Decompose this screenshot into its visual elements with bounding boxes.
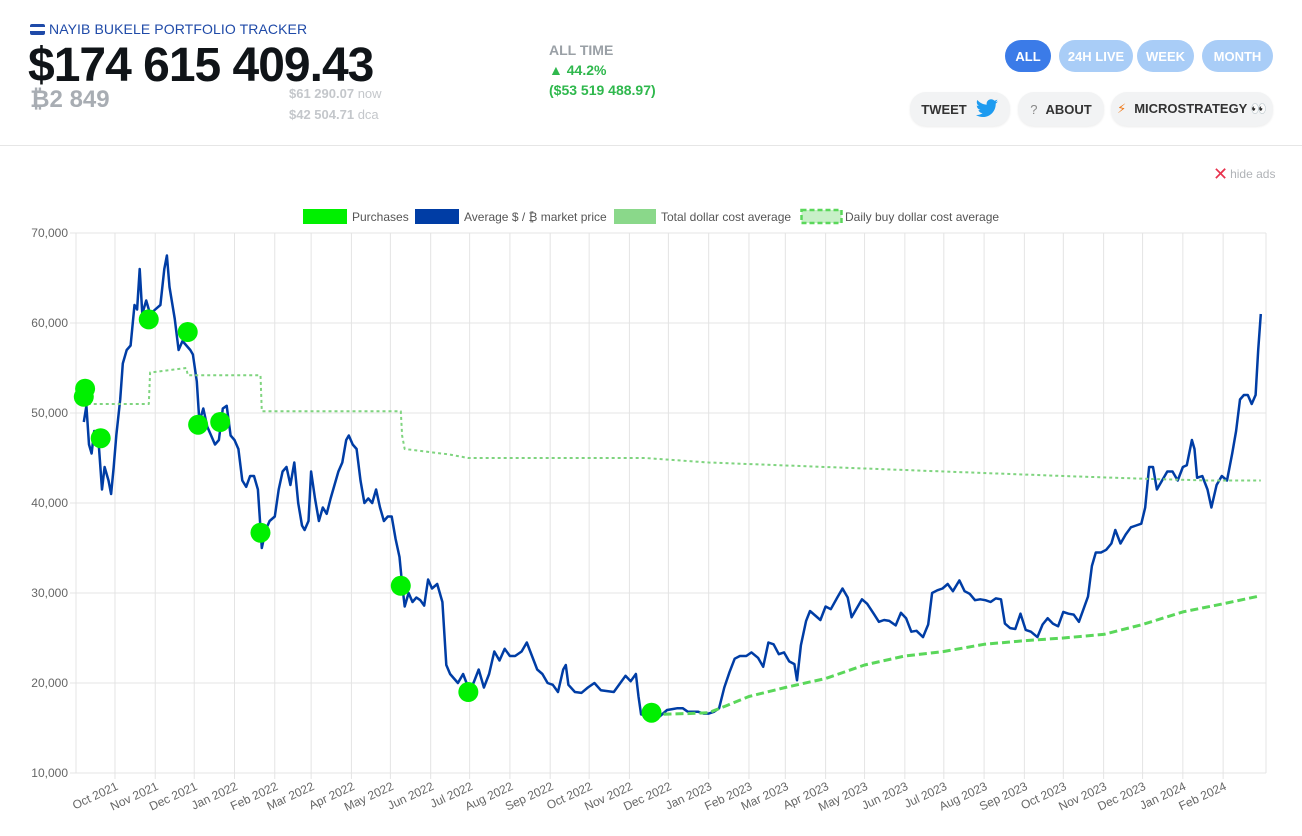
legend-label: Purchases <box>352 210 409 224</box>
purchase-point <box>90 428 111 449</box>
y-tick-label: 20,000 <box>31 676 68 690</box>
tab-week[interactable]: WEEK <box>1137 40 1194 72</box>
legend-swatch <box>415 209 459 224</box>
purchase-point <box>188 414 209 435</box>
hide-ads-label: hide ads <box>1230 167 1276 181</box>
tweet-button[interactable]: TWEET <box>910 92 1010 126</box>
y-tick-label: 50,000 <box>31 406 68 420</box>
lightning-icon: ⚡ <box>1117 101 1127 116</box>
close-icon: ✕ <box>1213 164 1229 184</box>
purchase-point <box>210 412 231 432</box>
y-tick-label: 40,000 <box>31 496 68 510</box>
legend-label: Daily buy dollar cost average <box>845 210 999 224</box>
y-tick-label: 30,000 <box>31 586 68 600</box>
legend-swatch <box>614 209 656 224</box>
hide-ads-link[interactable]: ✕ hide ads <box>1213 164 1276 184</box>
purchase-point <box>250 522 271 543</box>
twitter-bird-icon <box>975 99 998 117</box>
btc-holdings: ₿2 849 <box>30 86 110 113</box>
purchase-point <box>138 309 159 330</box>
y-tick-label: 10,000 <box>31 766 68 780</box>
about-label: ABOUT <box>1045 101 1092 117</box>
legend-label: Total dollar cost average <box>661 210 791 224</box>
price-now: $61 290.07 now <box>289 86 382 101</box>
series-line-total-dollar-cost-average <box>83 367 1261 482</box>
price-dca-value: $42 504.71 <box>289 107 355 122</box>
legend-label: Average $ / ₿ market price <box>464 210 607 224</box>
header: NAYIB BUKELE PORTFOLIO TRACKER $174 615 … <box>0 0 1302 146</box>
site-title: NAYIB BUKELE PORTFOLIO TRACKER <box>49 21 308 37</box>
legend-swatch <box>303 209 347 224</box>
purchase-point <box>390 575 411 596</box>
purchase-point <box>75 378 96 399</box>
x-tick-label: Jun 2022 <box>385 779 436 813</box>
price-dca: $42 504.71 dca <box>289 107 379 122</box>
purchase-point <box>641 702 662 723</box>
legend-swatch <box>800 208 843 225</box>
price-now-label: now <box>357 86 382 101</box>
tab-month[interactable]: MONTH <box>1202 40 1273 72</box>
question-icon: ? <box>1030 101 1038 117</box>
microstrategy-label: MICROSTRATEGY 👀 <box>1134 101 1267 116</box>
price-now-value: $61 290.07 <box>289 86 355 101</box>
tab-all[interactable]: ALL <box>1005 40 1051 72</box>
series-line-average-market-price <box>82 254 1263 721</box>
y-tick-label: 70,000 <box>31 226 68 240</box>
y-tick-label: 60,000 <box>31 316 68 330</box>
purchase-point <box>177 322 198 342</box>
tweet-label: TWEET <box>921 101 967 117</box>
price-dca-label: dca <box>357 107 379 122</box>
portfolio-chart: 10,000 20,000 30,000 40,000 50,000 60,000 70,0… <box>31 208 1267 814</box>
microstrategy-button[interactable]: ⚡ MICROSTRATEGY 👀 <box>1111 92 1273 126</box>
alltime-summary: ALL TIME ▲ 44.2% ($53 519 488.97) <box>549 42 656 98</box>
purchase-point <box>458 682 479 702</box>
alltime-percent: ▲ 44.2% <box>549 62 607 78</box>
alltime-absolute: ($53 519 488.97) <box>549 82 656 98</box>
tab-24h-live[interactable]: 24H LIVE <box>1059 40 1133 72</box>
el-salvador-flag-icon <box>30 23 45 35</box>
portfolio-value: $174 615 409.43 <box>28 39 374 92</box>
x-tick-label: Jun 2023 <box>859 779 910 813</box>
brand[interactable]: NAYIB BUKELE PORTFOLIO TRACKER <box>30 21 307 37</box>
about-button[interactable]: ? ABOUT <box>1018 92 1104 126</box>
series-line-daily-buy-dollar-cost-average <box>651 594 1262 716</box>
alltime-label: ALL TIME <box>549 42 614 58</box>
